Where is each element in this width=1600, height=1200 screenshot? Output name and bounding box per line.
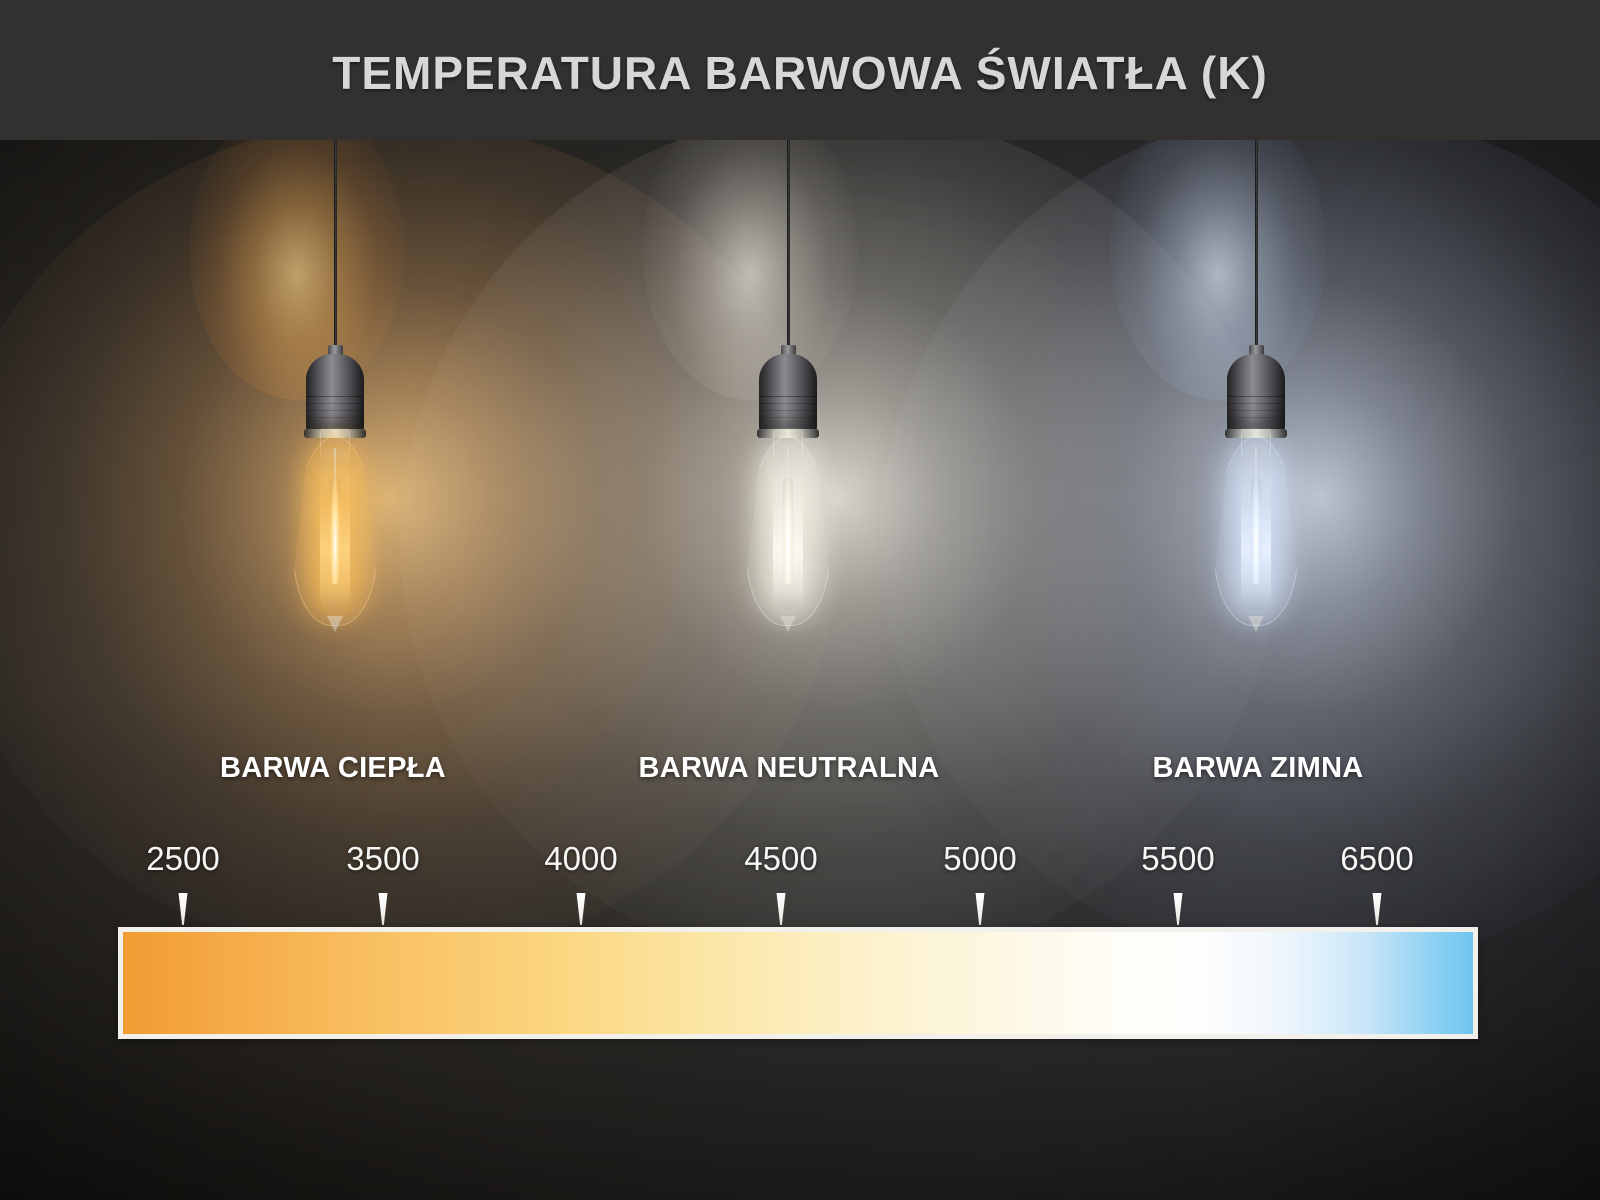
neutral-lamp-cord — [787, 140, 790, 355]
neutral-bulb — [746, 428, 830, 632]
color-temperature-bar-frame — [118, 927, 1478, 1039]
scale-number-4500: 4500 — [744, 840, 818, 877]
header-band: TEMPERATURA BARWOWA ŚWIATŁA (K) — [0, 0, 1600, 140]
scale-number-5000: 5000 — [943, 840, 1017, 877]
wall-background — [0, 140, 1600, 1200]
warm-filament-core — [330, 477, 340, 585]
lamp-scene — [0, 140, 1600, 1200]
cool-lamp-cord — [1255, 140, 1258, 355]
category-label-1: BARWA NEUTRALNA — [638, 752, 940, 784]
neutral-bulb-filament — [773, 448, 803, 610]
warm-bulb — [293, 428, 377, 632]
cool-filament-core — [1251, 477, 1261, 585]
cool-bulb-filament — [1241, 448, 1271, 610]
page-title: TEMPERATURA BARWOWA ŚWIATŁA (K) — [332, 47, 1268, 99]
neutral-filament-core — [783, 477, 793, 585]
scale-number-5500: 5500 — [1141, 840, 1215, 877]
warm-bulb-filament — [320, 448, 350, 610]
warm-lamp-socket — [306, 354, 364, 432]
category-label-2: BARWA ZIMNA — [1152, 752, 1364, 784]
color-temperature-gradient — [123, 932, 1473, 1034]
scale-number-4000: 4000 — [544, 840, 618, 877]
warm-lamp-cord — [334, 140, 337, 355]
neutral-lamp-socket — [759, 354, 817, 432]
category-label-0: BARWA CIEPŁA — [220, 752, 446, 784]
scale-number-6500: 6500 — [1340, 840, 1414, 877]
cool-lamp-socket — [1227, 354, 1285, 432]
scale-number-3500: 3500 — [346, 840, 420, 877]
cool-bulb — [1214, 428, 1298, 632]
scale-number-2500: 2500 — [146, 840, 220, 877]
